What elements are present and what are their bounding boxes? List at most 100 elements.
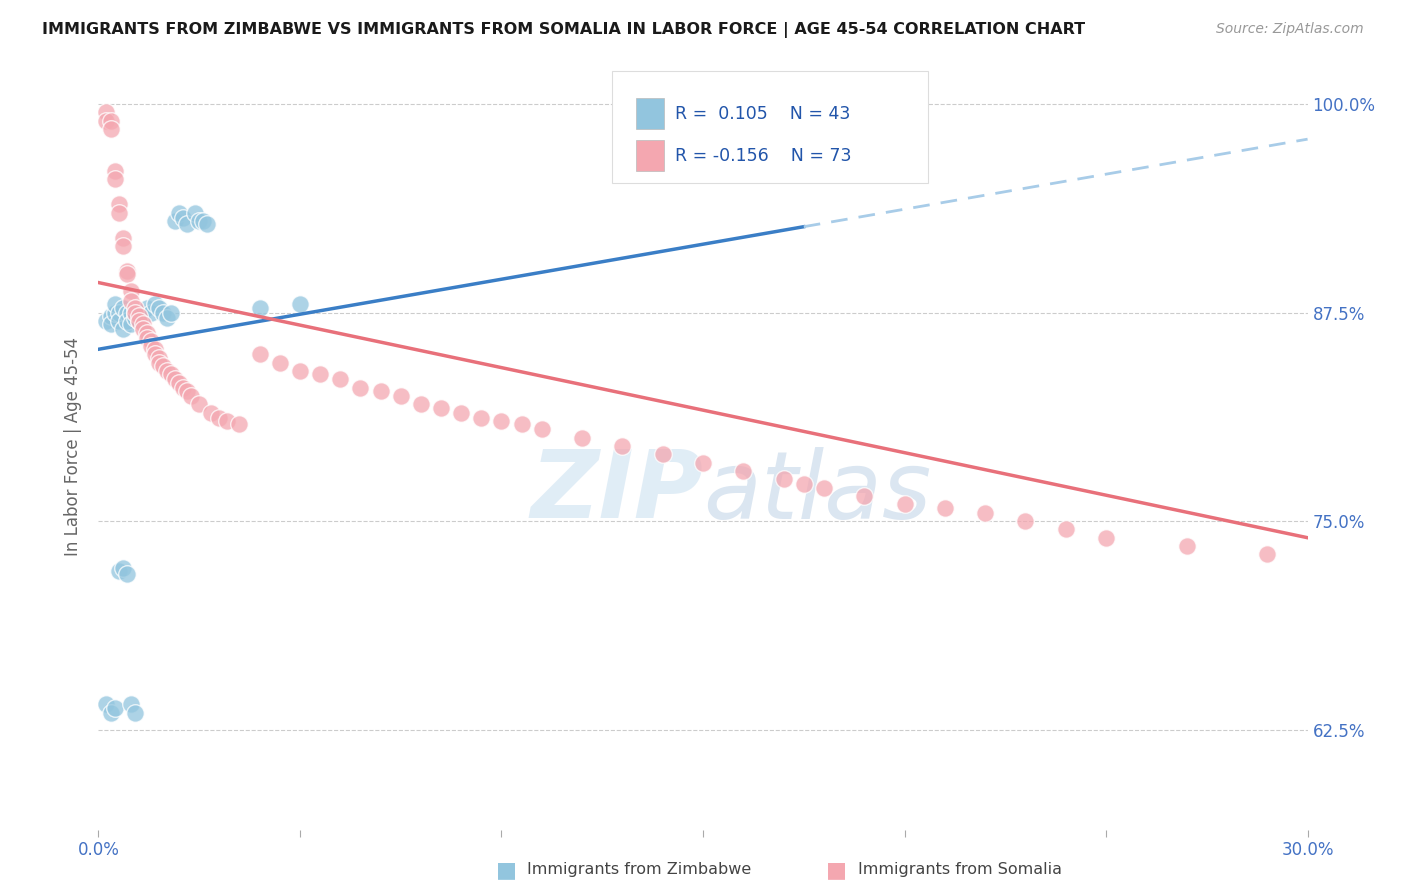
Point bbox=[195, 217, 218, 231]
Point bbox=[103, 701, 125, 715]
Point bbox=[733, 464, 755, 478]
Point bbox=[111, 239, 134, 253]
Text: Immigrants from Zimbabwe: Immigrants from Zimbabwe bbox=[527, 863, 751, 877]
Point bbox=[167, 376, 190, 390]
Point bbox=[692, 456, 714, 470]
Point bbox=[156, 364, 179, 378]
Point bbox=[217, 414, 239, 428]
Point bbox=[172, 211, 194, 225]
Point bbox=[120, 318, 142, 332]
Point bbox=[1054, 522, 1077, 536]
Point bbox=[180, 389, 202, 403]
Point bbox=[128, 309, 150, 323]
Point bbox=[148, 351, 170, 365]
Point bbox=[269, 356, 291, 370]
Point bbox=[1014, 514, 1036, 528]
Text: ZIP: ZIP bbox=[530, 446, 703, 538]
Point bbox=[813, 481, 835, 495]
Point bbox=[143, 347, 166, 361]
Point bbox=[128, 305, 150, 319]
Point bbox=[124, 310, 146, 325]
Point bbox=[160, 368, 183, 382]
Point bbox=[103, 172, 125, 186]
Point bbox=[329, 372, 352, 386]
Point bbox=[163, 372, 186, 386]
Point bbox=[228, 417, 250, 432]
Text: Source: ZipAtlas.com: Source: ZipAtlas.com bbox=[1216, 22, 1364, 37]
Point bbox=[349, 381, 371, 395]
Point bbox=[128, 314, 150, 328]
Point bbox=[107, 564, 129, 578]
Text: ■: ■ bbox=[827, 860, 846, 880]
Point bbox=[124, 305, 146, 319]
Point bbox=[135, 330, 157, 344]
Point bbox=[249, 347, 271, 361]
Point bbox=[96, 698, 118, 712]
Point bbox=[370, 384, 392, 398]
Point bbox=[184, 205, 207, 219]
Point bbox=[249, 301, 271, 315]
Text: R = -0.156    N = 73: R = -0.156 N = 73 bbox=[675, 147, 852, 165]
Point bbox=[124, 301, 146, 315]
Point bbox=[430, 401, 453, 415]
Point bbox=[160, 305, 183, 319]
Point bbox=[176, 384, 198, 398]
Point bbox=[135, 326, 157, 340]
Point bbox=[124, 706, 146, 720]
Point bbox=[188, 214, 211, 228]
Point bbox=[96, 105, 118, 120]
Point bbox=[893, 497, 915, 511]
Point bbox=[132, 305, 155, 319]
Point bbox=[167, 205, 190, 219]
Point bbox=[111, 230, 134, 244]
Point bbox=[510, 417, 533, 432]
Point bbox=[176, 217, 198, 231]
Point bbox=[100, 122, 122, 136]
Point bbox=[107, 197, 129, 211]
Point bbox=[1256, 548, 1278, 562]
Point bbox=[115, 314, 138, 328]
Point bbox=[409, 397, 432, 411]
Point bbox=[974, 506, 997, 520]
Point bbox=[96, 113, 118, 128]
Point bbox=[139, 339, 162, 353]
Point bbox=[120, 284, 142, 298]
Text: atlas: atlas bbox=[703, 447, 931, 538]
Point bbox=[107, 205, 129, 219]
Point bbox=[111, 301, 134, 315]
Point bbox=[389, 389, 412, 403]
Text: ■: ■ bbox=[496, 860, 516, 880]
Point bbox=[1095, 531, 1118, 545]
Point bbox=[103, 164, 125, 178]
Point bbox=[115, 567, 138, 582]
Point bbox=[120, 293, 142, 308]
Point bbox=[193, 214, 215, 228]
Point bbox=[115, 305, 138, 319]
Point bbox=[530, 422, 553, 436]
Point bbox=[143, 343, 166, 357]
Point bbox=[156, 310, 179, 325]
Point bbox=[288, 364, 311, 378]
Point bbox=[100, 113, 122, 128]
Point bbox=[853, 489, 876, 503]
Point bbox=[651, 447, 673, 461]
Point bbox=[139, 305, 162, 319]
Point bbox=[100, 318, 122, 332]
Point bbox=[135, 301, 157, 315]
Point bbox=[128, 314, 150, 328]
Point bbox=[143, 297, 166, 311]
Point bbox=[107, 305, 129, 319]
Point bbox=[612, 439, 634, 453]
Point bbox=[103, 297, 125, 311]
Point bbox=[124, 305, 146, 319]
Text: Immigrants from Somalia: Immigrants from Somalia bbox=[858, 863, 1062, 877]
Text: IMMIGRANTS FROM ZIMBABWE VS IMMIGRANTS FROM SOMALIA IN LABOR FORCE | AGE 45-54 C: IMMIGRANTS FROM ZIMBABWE VS IMMIGRANTS F… bbox=[42, 22, 1085, 38]
Point bbox=[491, 414, 513, 428]
Point bbox=[793, 477, 815, 491]
Point bbox=[120, 305, 142, 319]
Point bbox=[96, 314, 118, 328]
Point bbox=[115, 264, 138, 278]
Point bbox=[132, 318, 155, 332]
Point bbox=[100, 706, 122, 720]
Text: R =  0.105    N = 43: R = 0.105 N = 43 bbox=[675, 104, 851, 123]
